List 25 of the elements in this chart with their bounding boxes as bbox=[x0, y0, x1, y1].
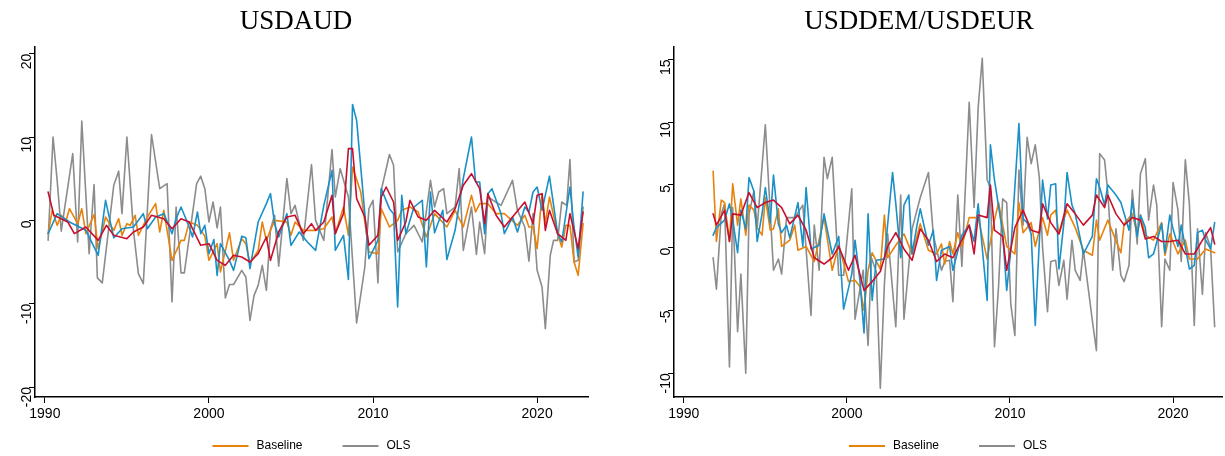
legend-label: OLS bbox=[1023, 438, 1048, 453]
legend-label: Baseline bbox=[892, 438, 940, 453]
y-tick-label: -10 bbox=[656, 372, 673, 394]
y-tick-label: 5 bbox=[656, 184, 673, 193]
y-tick-label: -5 bbox=[656, 310, 673, 323]
y-tick-label: 0 bbox=[656, 247, 673, 256]
y-tick-label: -10 bbox=[17, 303, 34, 324]
legend-label: Baseline bbox=[256, 438, 303, 453]
y-tick-label: 0 bbox=[17, 220, 34, 229]
y-tick-label: 10 bbox=[17, 136, 34, 153]
chart-title: USDAUD bbox=[239, 5, 353, 36]
chart-title: USDDEM/USDEUR bbox=[804, 5, 1034, 36]
x-tick-label: 1990 bbox=[29, 405, 61, 422]
x-tick-label: 2010 bbox=[994, 405, 1026, 422]
x-tick-label: 2020 bbox=[1157, 405, 1189, 422]
y-tick-label: 15 bbox=[656, 59, 673, 76]
y-tick-label: 10 bbox=[656, 122, 673, 138]
x-tick-label: 2020 bbox=[521, 405, 553, 422]
y-tick-label: 20 bbox=[17, 53, 34, 70]
y-tick-label: -20 bbox=[17, 386, 34, 408]
x-tick-label: 2000 bbox=[193, 405, 225, 422]
legend-label: OLS bbox=[386, 438, 411, 453]
x-tick-label: 2000 bbox=[831, 405, 863, 422]
x-tick-label: 1990 bbox=[668, 405, 700, 422]
x-tick-label: 2010 bbox=[357, 405, 389, 422]
